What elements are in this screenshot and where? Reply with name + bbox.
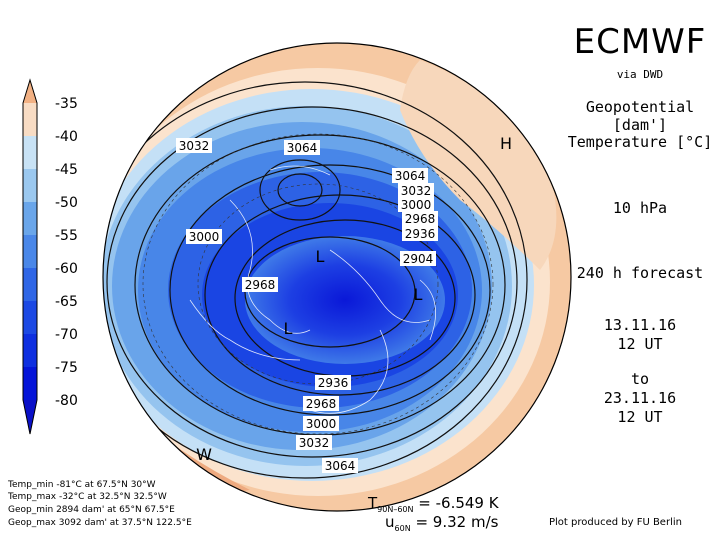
warm-anticyclone-region: [400, 60, 557, 270]
colorbar-seg-2: [23, 136, 37, 169]
geop-min-stat: Geop_min 2894 dam' at 65°N 67.5°E: [8, 505, 175, 515]
contour-label-13: 3000: [306, 417, 337, 431]
colorbar-seg-8: [23, 334, 37, 367]
pressure-level: 10 hPa: [612, 199, 668, 217]
colorbar-label-2: -40: [55, 129, 78, 145]
colorbar-label-10: -80: [55, 393, 78, 409]
temp-max-stat: Temp_max -32°C at 32.5°N 32.5°W: [8, 492, 167, 502]
contour-label-11: 2936: [318, 376, 349, 390]
contour-label-5: 3000: [401, 198, 432, 212]
low-pressure-marker-3: L: [284, 319, 293, 338]
colorbar-label-1: -35: [55, 96, 78, 112]
start-date: 13.11.16: [603, 316, 677, 334]
contour-label-12: 2968: [306, 397, 337, 411]
u-index-value: = 9.32 m/s: [415, 513, 499, 531]
forecast-range: 240 h forecast: [576, 264, 704, 282]
colorbar-seg-5: [23, 235, 37, 268]
contour-label-6: 2968: [405, 212, 436, 226]
polar-cap-temperature-index: T90N–60N = -6.549 K: [368, 494, 499, 514]
colorbar-label-4: -50: [55, 195, 78, 211]
to-label: to: [630, 370, 650, 388]
end-date: 23.11.16: [603, 389, 677, 407]
colorbar-label-6: -60: [55, 261, 78, 277]
colorbar-label-3: -45: [55, 162, 78, 178]
temperature-colorbar: -35 -40 -45 -50 -55 -60 -65 -70 -75 -80: [18, 78, 78, 438]
temp-min-stat: Temp_min -81°C at 67.5°N 30°W: [8, 480, 156, 490]
contour-label-14: 3032: [299, 436, 330, 450]
field-temperature: Temperature [°C]: [567, 133, 713, 151]
u-index-sub: 60N: [394, 524, 411, 533]
contour-label-1: 3032: [179, 139, 210, 153]
t-index-value: = -6.549 K: [418, 494, 499, 512]
contour-label-15: 3064: [325, 459, 356, 473]
high-pressure-marker: H: [500, 134, 512, 153]
geop-max-stat: Geop_max 3092 dam' at 37.5°N 122.5°E: [8, 518, 192, 528]
warm-marker: W: [196, 445, 212, 464]
end-datetime: to 23.11.16 12 UT: [560, 370, 720, 427]
model-title: ECMWF: [573, 22, 707, 62]
colorbar-seg-6: [23, 268, 37, 301]
colorbar-label-8: -70: [55, 327, 78, 343]
temp-band-75: [245, 236, 445, 364]
field-geopotential: Geopotential [dam']: [585, 98, 695, 134]
t-index-label: T: [368, 494, 378, 512]
colorbar-seg-1: [23, 103, 37, 136]
colorbar-seg-4: [23, 202, 37, 235]
low-pressure-marker-2: L: [414, 285, 423, 304]
colorbar-bottom-arrow: [23, 400, 37, 434]
contour-label-10: 2968: [245, 278, 276, 292]
colorbar-label-5: -55: [55, 228, 78, 244]
start-datetime: 13.11.16 12 UT: [560, 316, 720, 354]
colorbar-seg-9: [23, 367, 37, 400]
end-time: 12 UT: [617, 408, 663, 426]
contour-label-9: 2904: [403, 252, 434, 266]
data-source: via DWD: [616, 68, 664, 81]
contour-label-3: 3064: [395, 169, 426, 183]
start-time: 12 UT: [617, 335, 663, 353]
contour-label-7: 2936: [405, 227, 436, 241]
u-index-label: u: [385, 513, 395, 531]
colorbar-label-7: -65: [55, 294, 78, 310]
colorbar-seg-7: [23, 301, 37, 334]
contour-label-4: 3032: [401, 184, 432, 198]
colorbar-graphic: [22, 78, 38, 435]
contour-label-8: 3000: [189, 230, 220, 244]
colorbar-top-arrow: [23, 80, 37, 103]
low-pressure-marker-1: L: [316, 247, 325, 266]
credit-text: Plot produced by FU Berlin: [549, 517, 682, 528]
t-index-sub: 90N–60N: [377, 505, 414, 514]
colorbar-label-9: -75: [55, 360, 78, 376]
contour-label-2: 3064: [287, 141, 318, 155]
zonal-wind-index: u60N = 9.32 m/s: [385, 513, 498, 533]
colorbar-seg-3: [23, 169, 37, 202]
